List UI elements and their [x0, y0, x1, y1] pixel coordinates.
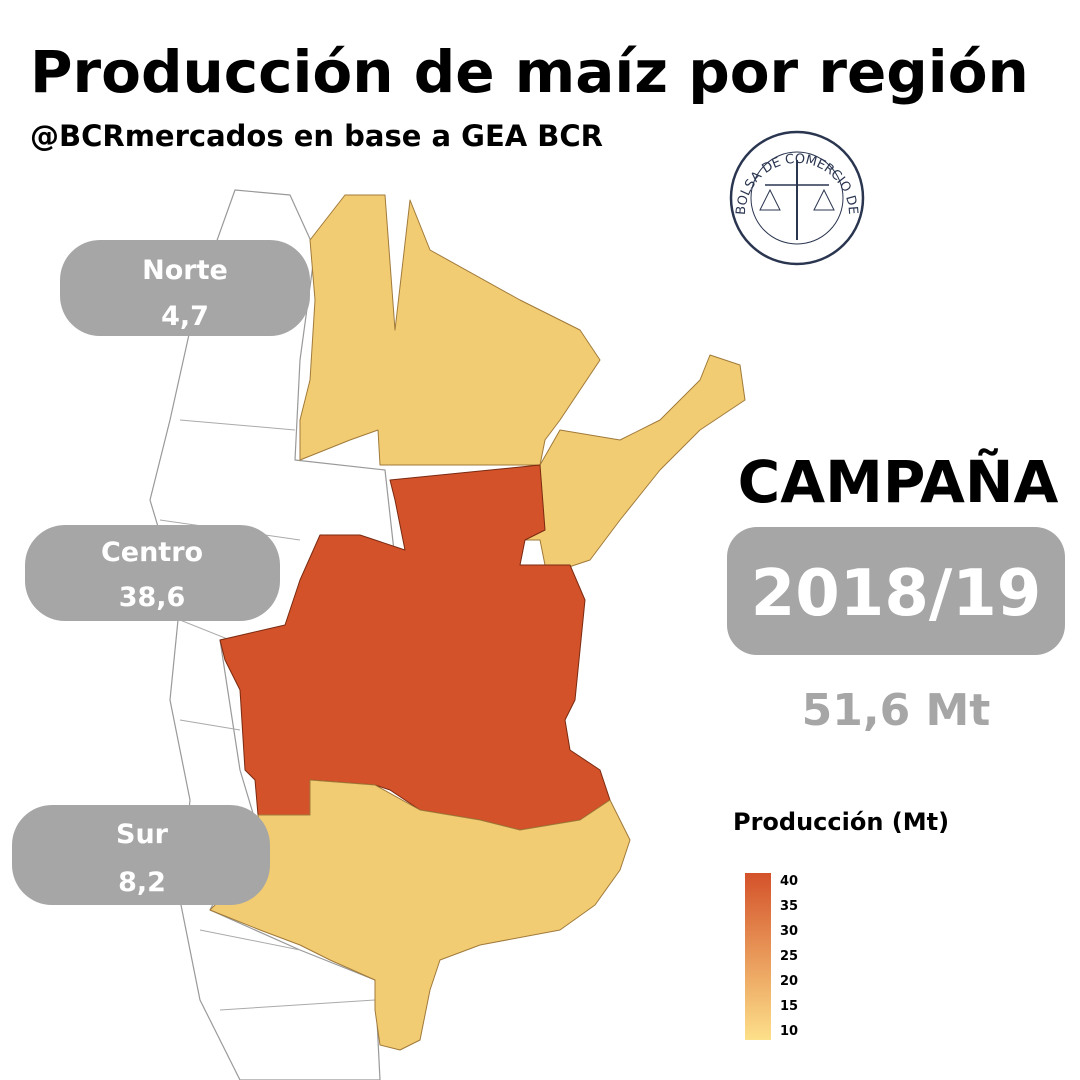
logo-text: BOLSA DE COMERCIO DE ROSARIO — [0, 0, 860, 215]
legend-tick: 40 — [780, 874, 798, 889]
region-pill-norte: Norte 4,7 — [60, 240, 310, 336]
region-sur — [209, 779, 631, 1051]
legend-tick: 15 — [780, 999, 798, 1014]
subtitle: @BCRmercados en base a GEA BCR — [30, 119, 603, 153]
region-name: Centro — [101, 537, 203, 568]
legend-tick: 10 — [780, 1024, 798, 1039]
region-value: 8,2 — [118, 867, 166, 898]
region-value: 38,6 — [119, 582, 186, 613]
region-pill-sur: Sur 8,2 — [12, 805, 270, 905]
legend-tick: 35 — [780, 899, 798, 914]
season-pill — [727, 527, 1065, 655]
region-name: Norte — [142, 255, 228, 286]
total: 51,6 Mt — [802, 685, 991, 736]
campaign-label: CAMPAÑA — [738, 447, 1059, 516]
region-name: Sur — [116, 819, 169, 850]
legend-title: Producción (Mt) — [733, 808, 949, 836]
legend-tick: 20 — [780, 974, 798, 989]
logo-text-path: BOLSA DE COMERCIO DE ROSARIO — [0, 0, 860, 215]
region-pill-centro: Centro 38,6 — [25, 525, 280, 621]
legend-tick: 30 — [780, 924, 798, 939]
legend-tick: 25 — [780, 949, 798, 964]
legend-ticks: 40 35 30 25 20 15 10 — [780, 874, 798, 1039]
region-centro — [219, 464, 611, 831]
title: Producción de maíz por región — [30, 38, 1029, 106]
region-norte — [299, 194, 601, 466]
region-value: 4,7 — [161, 301, 209, 332]
region-norte-east — [519, 354, 746, 571]
season: 2018/19 — [751, 557, 1042, 631]
legend-gradient — [745, 873, 771, 1040]
